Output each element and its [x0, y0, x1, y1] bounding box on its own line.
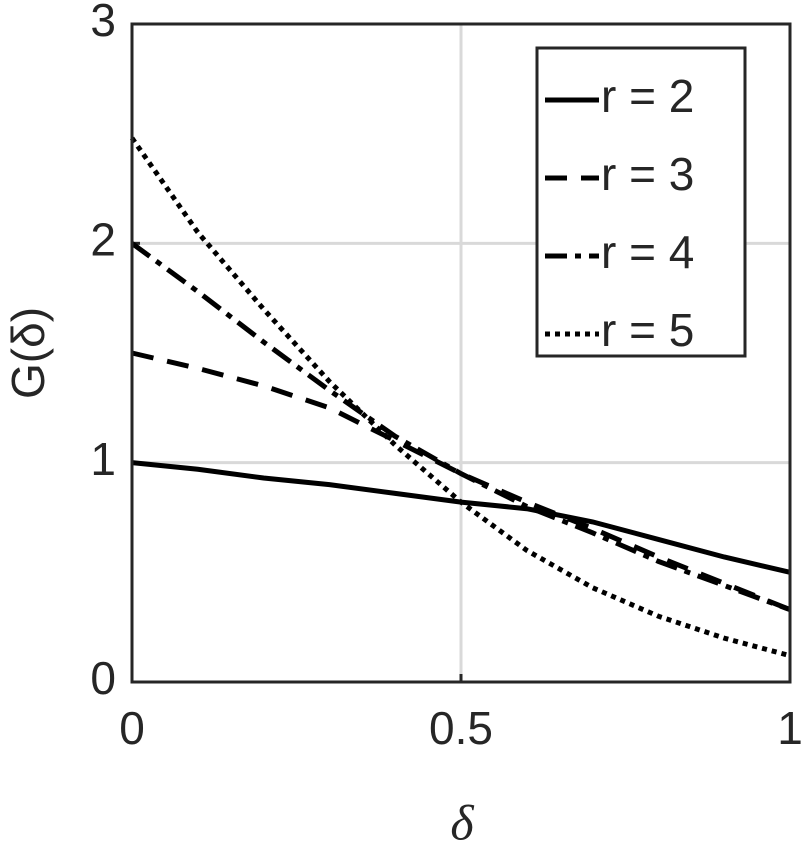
legend-label: r = 4 — [601, 226, 694, 278]
x-tick-label: 1 — [777, 702, 803, 754]
x-tick-label: 0.5 — [429, 702, 493, 754]
x-axis-label: δ — [450, 794, 474, 850]
legend-label: r = 3 — [601, 148, 694, 200]
y-tick-label: 0 — [90, 652, 116, 704]
legend-label: r = 5 — [601, 304, 694, 356]
y-tick-label: 3 — [90, 0, 116, 46]
line-series — [131, 350, 791, 612]
x-tick-label: 0 — [119, 702, 145, 754]
legend-label: r = 2 — [601, 70, 694, 122]
line-series — [129, 136, 791, 659]
y-axis-label: G(δ) — [2, 307, 54, 399]
y-tick-label: 2 — [90, 213, 116, 265]
y-tick-label: 1 — [90, 433, 116, 485]
plot-frame — [130, 22, 792, 684]
line-series — [130, 241, 791, 612]
